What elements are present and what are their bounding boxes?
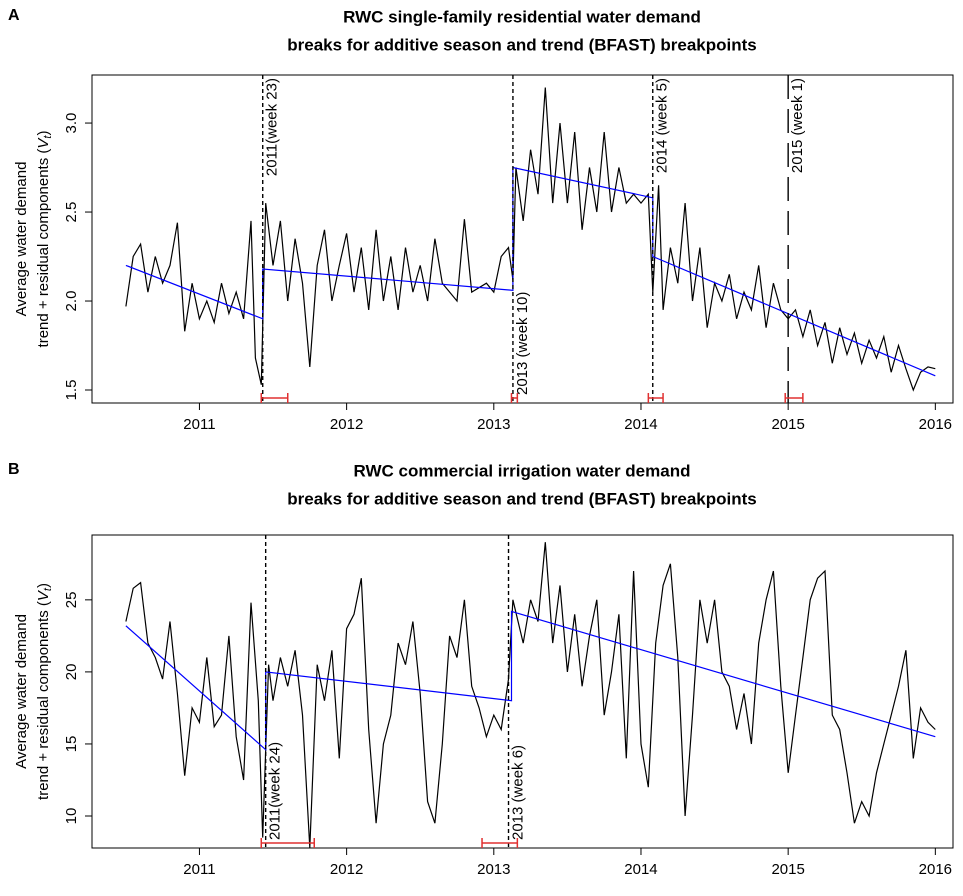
x-tick-label: 2014 <box>624 416 657 433</box>
x-tick-label: 2013 <box>477 861 510 878</box>
y-tick-label: 25 <box>63 592 80 609</box>
data-line <box>125 542 936 848</box>
y-axis-label-part: ) <box>35 583 52 588</box>
y-tick-label: 10 <box>63 808 80 825</box>
y-axis-label-part: t <box>42 135 54 139</box>
trend-line <box>125 610 936 752</box>
y-tick-label: 1.5 <box>63 380 80 401</box>
plot-frame <box>91 74 954 404</box>
y-axis-label-part: V <box>35 589 52 601</box>
y-axis-label-part: trend + residual components ( <box>35 149 52 348</box>
plot-frame <box>91 534 954 849</box>
y-axis-label: trend + residual components (Vt) <box>35 131 54 348</box>
x-tick-label: 2012 <box>330 416 363 433</box>
y-axis-label-part: ) <box>35 131 52 136</box>
y-axis-label: Average water demand <box>13 614 30 769</box>
panel-letter: A <box>8 7 20 24</box>
chart-title: breaks for additive season and trend (BF… <box>287 35 757 54</box>
x-tick-label: 2011 <box>183 416 215 433</box>
y-axis-label-part: t <box>42 587 54 591</box>
y-axis-label-part: V <box>35 137 52 149</box>
x-tick-label: 2015 <box>771 861 804 878</box>
breakpoint-label: 2015 (week 1) <box>789 78 806 173</box>
x-tick-label: 2015 <box>771 416 804 433</box>
x-tick-label: 2013 <box>477 416 510 433</box>
y-tick-label: 20 <box>63 664 80 681</box>
breakpoint-label: 2014 (week 5) <box>654 78 671 173</box>
y-axis-label: trend + residual components (Vt) <box>35 583 54 800</box>
chart-title: RWC commercial irrigation water demand <box>354 461 691 480</box>
y-tick-label: 2.0 <box>63 291 80 312</box>
chart-title: breaks for additive season and trend (BF… <box>287 489 757 508</box>
x-tick-label: 2016 <box>919 861 952 878</box>
x-tick-label: 2011 <box>183 861 215 878</box>
y-tick-label: 2.5 <box>63 202 80 223</box>
panel-letter: B <box>8 461 20 478</box>
x-tick-label: 2012 <box>330 861 363 878</box>
x-tick-label: 2014 <box>624 861 657 878</box>
chart-title: RWC single-family residential water dema… <box>343 7 701 26</box>
breakpoint-label: 2013 (week 6) <box>509 745 526 840</box>
y-tick-label: 3.0 <box>63 113 80 134</box>
breakpoint-label: 2011(week 23) <box>264 78 281 176</box>
breakpoint-label: 2013 (week 10) <box>514 292 531 395</box>
y-axis-label-part: trend + residual components ( <box>35 601 52 800</box>
breakpoint-label: 2011(week 24) <box>267 742 284 840</box>
y-tick-label: 15 <box>63 736 80 753</box>
y-axis-label: Average water demand <box>13 162 30 317</box>
x-tick-label: 2016 <box>919 416 952 433</box>
